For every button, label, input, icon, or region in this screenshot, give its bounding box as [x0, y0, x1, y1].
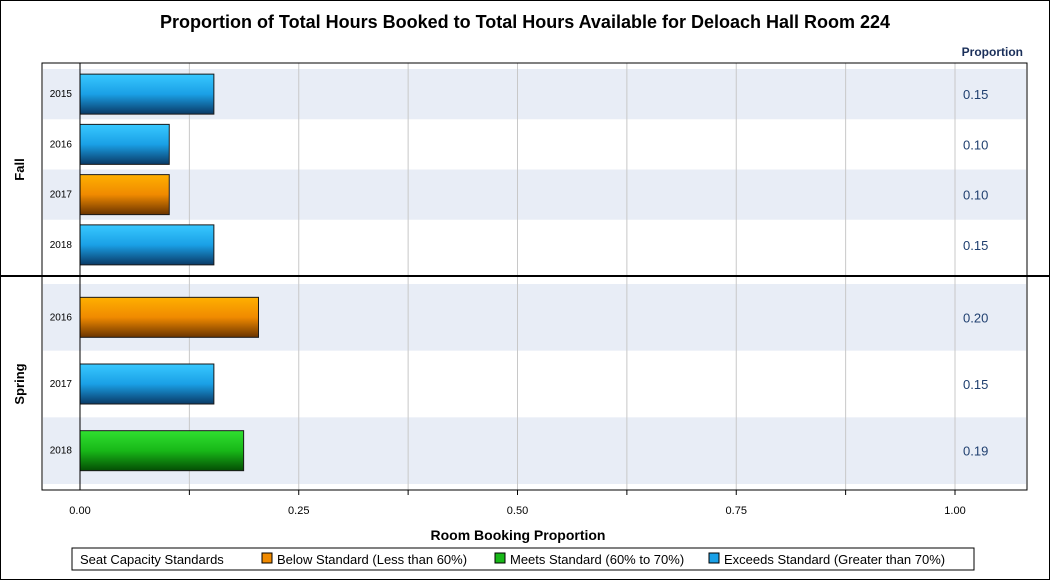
- group-labels: Fall Spring: [12, 158, 27, 404]
- value-label: 0.15: [963, 87, 988, 102]
- legend-entry-below: Below Standard (Less than 60%): [277, 552, 467, 567]
- bar-fall-2016: [79, 123, 170, 165]
- value-label: 0.15: [963, 238, 988, 253]
- row-label: 2015: [50, 89, 73, 100]
- group-label-spring: Spring: [12, 363, 27, 404]
- row-band: [43, 169, 1026, 220]
- value-label: 0.15: [963, 377, 988, 392]
- row-labels: 2015 2016 2017 2018 2016 2017 2018: [50, 89, 73, 457]
- row-label: 2016: [50, 139, 73, 150]
- x-tick-label: 0.25: [288, 505, 309, 517]
- row-label: 2018: [50, 446, 73, 457]
- group-label-fall: Fall: [12, 158, 27, 180]
- legend-swatch-meets: [494, 552, 506, 564]
- bar-fall-2017: [79, 174, 170, 216]
- bar-spring-2017: [79, 363, 215, 405]
- legend-entry-meets: Meets Standard (60% to 70%): [510, 552, 684, 567]
- x-tick-label: 1.00: [944, 505, 965, 517]
- value-column-header: Proportion: [962, 45, 1023, 59]
- value-labels: 0.15 0.10 0.10 0.15 0.20 0.15 0.19: [963, 87, 988, 459]
- bars: [79, 73, 259, 472]
- legend-title: Seat Capacity Standards: [80, 552, 224, 567]
- x-axis-label: Room Booking Proportion: [431, 527, 606, 543]
- legend-box: [71, 547, 975, 571]
- x-axis: 0.00 0.25 0.50 0.75 1.00: [0, 62, 1050, 517]
- value-label: 0.20: [963, 310, 988, 325]
- chart-title: Proportion of Total Hours Booked to Tota…: [160, 12, 890, 32]
- row-label: 2017: [50, 190, 73, 201]
- x-tick-label: 0.00: [69, 505, 90, 517]
- x-tick-label: 0.50: [507, 505, 528, 517]
- value-label: 0.10: [963, 137, 988, 152]
- value-label: 0.10: [963, 188, 988, 203]
- bar-fall-2015: [79, 73, 215, 115]
- value-label: 0.19: [963, 444, 988, 459]
- legend-entry-exceeds: Exceeds Standard (Greater than 70%): [724, 552, 945, 567]
- legend-swatch-below: [261, 552, 273, 564]
- x-tick-label: 0.75: [726, 505, 747, 517]
- row-label: 2018: [50, 240, 73, 251]
- bar-fall-2018: [79, 224, 215, 266]
- bar-spring-2016: [79, 296, 259, 338]
- bar-spring-2018: [79, 430, 245, 472]
- row-label: 2017: [50, 379, 73, 390]
- legend: Seat Capacity Standards Below Standard (L…: [71, 547, 975, 571]
- row-label: 2016: [50, 312, 73, 323]
- legend-swatch-exceeds: [708, 552, 720, 564]
